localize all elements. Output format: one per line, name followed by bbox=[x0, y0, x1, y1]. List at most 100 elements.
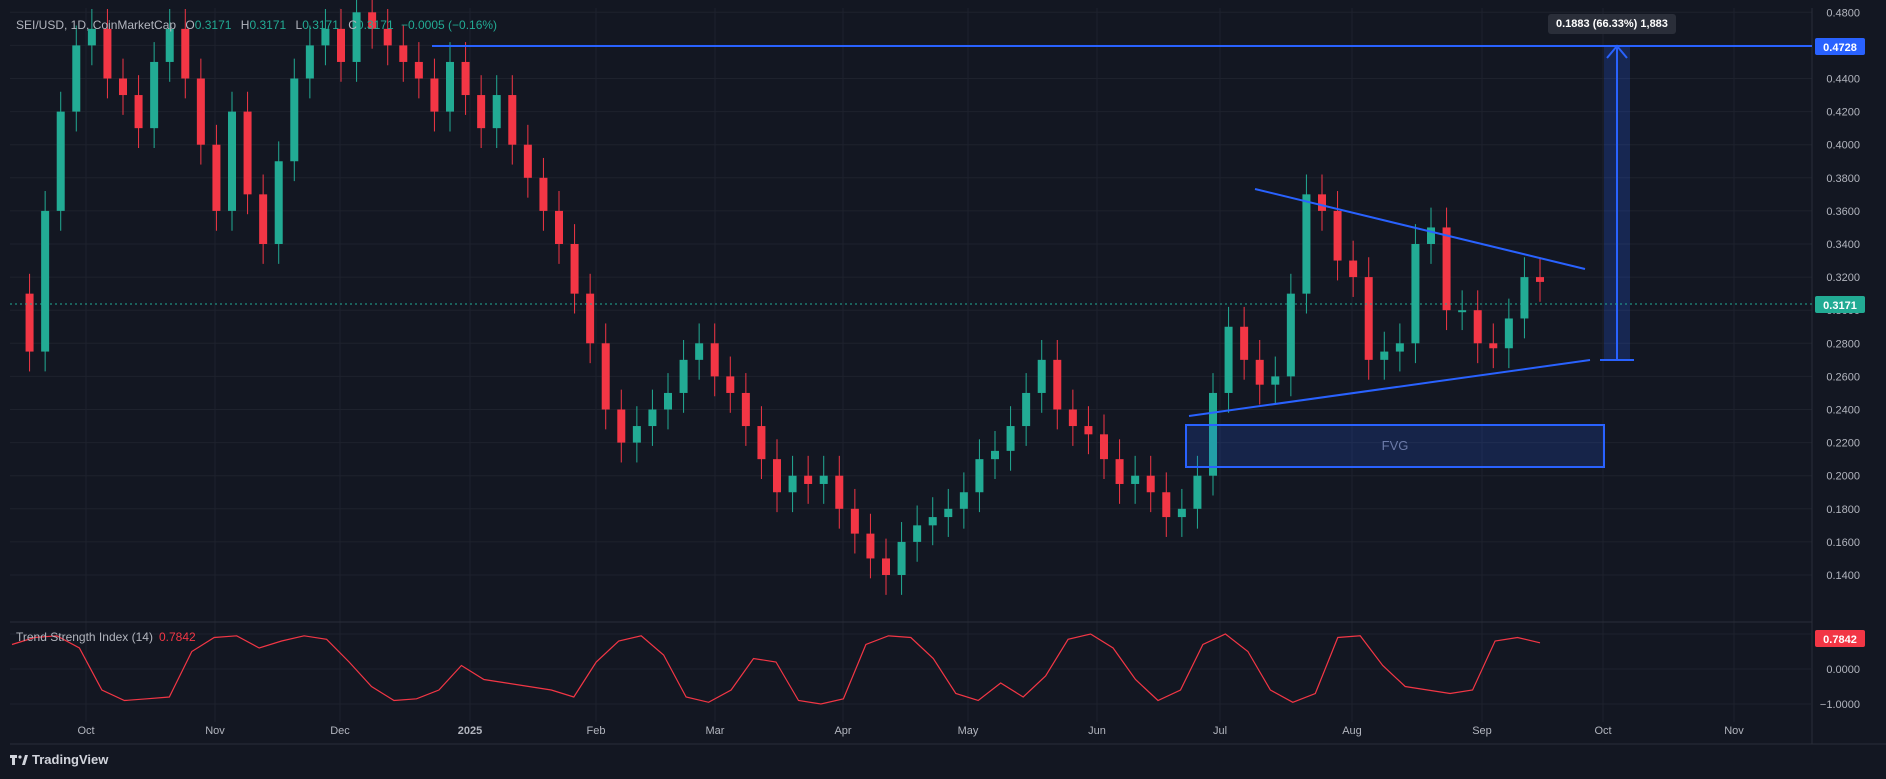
candle-body bbox=[321, 28, 330, 46]
time-tick-label: Aug bbox=[1342, 725, 1362, 737]
candle-body bbox=[617, 409, 626, 443]
candle-body bbox=[773, 459, 781, 493]
candle-body bbox=[1520, 277, 1529, 319]
brand-name: TradingView bbox=[32, 752, 109, 767]
main-pane[interactable] bbox=[10, 8, 1812, 622]
price-tick-label: 0.2000 bbox=[1826, 471, 1860, 483]
price-tick-label: 0.4200 bbox=[1826, 107, 1860, 119]
candle-body bbox=[461, 61, 470, 96]
candle-body bbox=[368, 12, 377, 29]
close-key: C bbox=[348, 18, 357, 32]
time-tick-label: Nov bbox=[1724, 725, 1744, 737]
candle-body bbox=[1395, 343, 1404, 352]
candle-body bbox=[305, 45, 314, 79]
candle-body bbox=[1240, 326, 1249, 360]
candle-body bbox=[1458, 310, 1467, 313]
candle-body bbox=[788, 475, 797, 493]
triangle-lower-trendline[interactable] bbox=[1188, 359, 1591, 417]
osc-tick-label: −1.0000 bbox=[1820, 699, 1860, 711]
candle-body bbox=[87, 28, 96, 46]
candle-body bbox=[1022, 392, 1031, 427]
candle-body bbox=[259, 194, 268, 244]
candle-body bbox=[119, 78, 127, 96]
candle-body bbox=[165, 28, 174, 62]
candle-body bbox=[1146, 475, 1155, 493]
tsi-line bbox=[11, 633, 1541, 705]
candle-body bbox=[664, 392, 672, 410]
price-tick-label: 0.4800 bbox=[1826, 7, 1860, 19]
osc-value-tag bbox=[1815, 630, 1865, 647]
open-key: O bbox=[185, 18, 195, 32]
candle-body bbox=[695, 343, 704, 360]
symbol-label[interactable]: SEI/USD, 1D, CoinMarketCap bbox=[16, 18, 177, 32]
candle-body bbox=[1318, 194, 1326, 211]
time-tick-label: May bbox=[958, 725, 979, 737]
time-tick-label: 2025 bbox=[458, 725, 482, 737]
candle-body bbox=[1177, 508, 1186, 518]
time-axis[interactable]: Oct Nov Dec 2025 Feb Mar Apr May Jun Jul Aug Sep Oct… bbox=[77, 725, 1744, 737]
candle-body bbox=[243, 111, 252, 195]
brand[interactable]: TradingView bbox=[10, 752, 108, 767]
candle-body bbox=[1349, 260, 1358, 278]
osc-tick-label: 0.0000 bbox=[1826, 664, 1860, 676]
price-axis[interactable]: 0.48000.46000.44000.42000.40000.38000.36… bbox=[1826, 7, 1860, 582]
price-tick-label: 0.4000 bbox=[1826, 140, 1860, 152]
symbol-legend[interactable]: SEI/USD, 1D, CoinMarketCap O0.3171 H0.31… bbox=[16, 18, 497, 32]
price-tick-label: 0.1400 bbox=[1826, 570, 1860, 582]
open-value: 0.3171 bbox=[194, 18, 232, 32]
price-tick-label: 0.2400 bbox=[1826, 405, 1860, 417]
price-tick-label: 0.3200 bbox=[1826, 272, 1860, 284]
candle-body bbox=[1100, 434, 1108, 460]
high-key: H bbox=[240, 18, 250, 32]
current-price-tag-label: 0.3171 bbox=[1823, 300, 1857, 312]
candle-body bbox=[56, 111, 65, 211]
low-key: L bbox=[295, 18, 303, 32]
triangle-upper-trendline[interactable] bbox=[1254, 188, 1586, 270]
price-tick-label: 0.1600 bbox=[1826, 537, 1860, 549]
candle-body bbox=[150, 61, 159, 129]
candle-body bbox=[539, 177, 548, 211]
candle-body bbox=[601, 343, 610, 410]
fvg-zone[interactable] bbox=[1185, 424, 1605, 468]
candle-body bbox=[1255, 359, 1264, 385]
candle-body bbox=[337, 28, 345, 62]
candle-body bbox=[632, 426, 641, 443]
candle-body bbox=[1271, 376, 1280, 385]
candle-body bbox=[274, 161, 283, 244]
osc-value-tag-label: 0.7842 bbox=[1823, 634, 1857, 646]
price-tick-label: 0.3800 bbox=[1826, 173, 1860, 185]
candle-body bbox=[1084, 426, 1093, 435]
candle-body bbox=[991, 450, 999, 460]
candle-body bbox=[975, 459, 984, 493]
candle-body bbox=[1411, 244, 1420, 344]
change-value: −0.0005 (−0.16%) bbox=[400, 18, 498, 32]
time-tick-label: Apr bbox=[834, 725, 851, 737]
candle-body bbox=[835, 475, 844, 509]
candle-body bbox=[212, 144, 221, 211]
candle-body bbox=[290, 78, 299, 162]
candle-body bbox=[352, 12, 361, 62]
price-tick-label: 0.4400 bbox=[1826, 74, 1860, 86]
grid-lines bbox=[10, 8, 1812, 722]
price-tick-label: 0.1800 bbox=[1826, 504, 1860, 516]
candle-body bbox=[959, 492, 968, 509]
candle-body bbox=[196, 78, 205, 145]
candle-body bbox=[414, 61, 423, 79]
indicator-legend[interactable]: Trend Strength Index (14) 0.7842 bbox=[16, 630, 196, 644]
indicator-name[interactable]: Trend Strength Index (14) bbox=[16, 630, 153, 644]
candle-body bbox=[850, 508, 859, 534]
candle-body bbox=[103, 28, 112, 79]
candle-body bbox=[944, 508, 953, 518]
low-value: 0.3171 bbox=[302, 18, 339, 32]
candle-body bbox=[897, 541, 906, 575]
candle-body bbox=[1504, 318, 1513, 349]
current-price-tag bbox=[1815, 296, 1865, 313]
candle-body bbox=[928, 517, 937, 526]
time-tick-label: Feb bbox=[587, 725, 606, 737]
candle-body bbox=[1473, 310, 1482, 344]
time-tick-label: Jun bbox=[1088, 725, 1106, 737]
tradingview-logo-icon bbox=[10, 754, 28, 765]
candle-body bbox=[1068, 409, 1077, 427]
measure-arrow-head-icon bbox=[1606, 44, 1628, 59]
